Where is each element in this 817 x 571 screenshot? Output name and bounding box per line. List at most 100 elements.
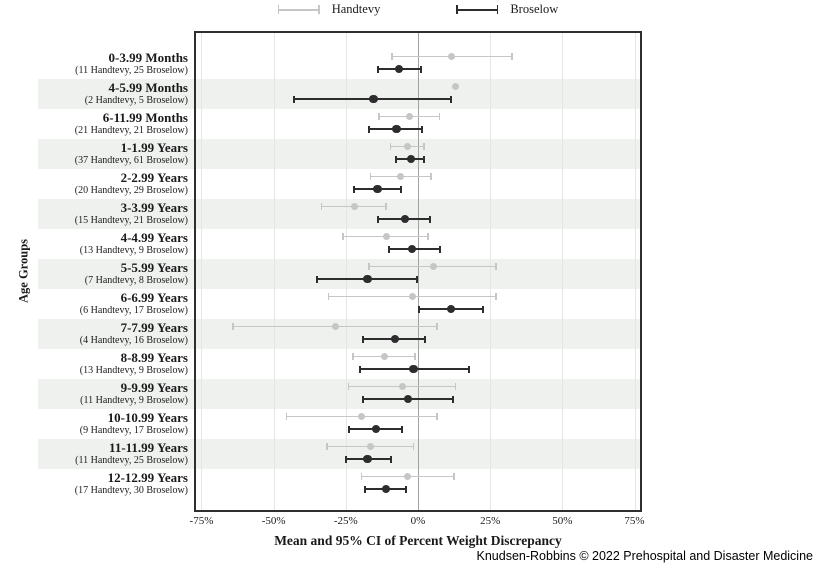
errorbar-cap-handtevy [326,443,328,450]
legend: Handtevy Broselow [196,2,640,17]
errorbar-cap-broselow [428,215,431,223]
errorbar-cap-broselow [415,275,418,283]
x-tick-label: 0% [410,515,426,527]
row-band [38,319,640,349]
mean-dot-broselow [394,64,404,74]
errorbar-cap-broselow [395,155,398,163]
age-group-sublabel: (37 Handtevy, 61 Broselow) [74,155,188,166]
errorbar-cap-handtevy [368,263,370,270]
age-group-label: 9-9.99 Years [120,380,188,395]
mean-dot-handtevy [447,53,455,60]
x-tick-label: 50% [552,515,573,527]
errorbar-cap-handtevy [430,173,432,180]
errorbar-cap-broselow [401,425,404,433]
row-band [38,139,640,169]
age-group-sublabel: (13 Handtevy, 9 Broselow) [79,245,188,256]
age-group-sublabel: (6 Handtevy, 17 Broselow) [79,305,188,316]
errorbar-cap-broselow [362,395,365,403]
age-group-row-label: 8-8.99 Years (13 Handtevy, 9 Broselow) [38,349,188,379]
errorbar-cap-broselow [424,335,427,343]
legend-label-broselow: Broselow [510,2,559,16]
age-group-label: 8-8.99 Years [120,350,188,365]
errorbar-cap-broselow [405,485,408,493]
mean-dot-broselow [403,394,413,404]
errorbar-cap-handtevy [423,143,425,150]
gridline [562,33,564,510]
errorbar-cap-handtevy [391,53,393,60]
mean-dot-handtevy [381,353,389,360]
x-tick-label: -25% [333,515,358,527]
errorbar-cap-broselow [421,125,424,133]
mean-dot-broselow [400,214,410,224]
errorbar-cap-broselow [418,305,421,313]
age-group-label: 10-10.99 Years [107,410,188,425]
errorbar-cap-handtevy [385,203,387,210]
age-group-row-label: 5-5.99 Years (7 Handtevy, 8 Broselow) [38,259,188,289]
age-group-row-label: 1-1.99 Years (37 Handtevy, 61 Broselow) [38,139,188,169]
age-group-label: 7-7.99 Years [120,320,188,335]
x-tick-label: -50% [261,515,286,527]
row-band [38,439,640,469]
age-group-label: 1-1.99 Years [120,140,188,155]
age-group-row-label: 6-6.99 Years (6 Handtevy, 17 Broselow) [38,289,188,319]
age-group-sublabel: (11 Handtevy, 25 Broselow) [75,65,188,76]
age-group-label: 11-11.99 Years [109,440,188,455]
age-group-row-label: 4-5.99 Months (2 Handtevy, 5 Broselow) [38,79,188,109]
errorbar-cap-handtevy [360,473,363,480]
errorbar-cap-broselow [388,245,391,253]
errorbar-cap-broselow [353,185,356,193]
age-group-sublabel: (2 Handtevy, 5 Broselow) [84,95,188,106]
mean-dot-broselow [406,154,416,164]
x-axis-title: Mean and 95% CI of Percent Weight Discre… [274,533,562,548]
errorbar-cap-handtevy [453,473,455,480]
mean-dot-handtevy [350,203,358,210]
age-group-sublabel: (20 Handtevy, 29 Broselow) [74,185,188,196]
age-group-sublabel: (21 Handtevy, 21 Broselow) [74,125,188,136]
mean-dot-broselow [392,124,401,134]
age-group-label: 5-5.99 Years [120,260,188,275]
copyright-text: Knudsen-Robbins © 2022 Prehospital and D… [476,549,814,563]
mean-dot-broselow [373,184,382,194]
errorbar-glyph-icon [277,4,320,15]
age-group-sublabel: (15 Handtevy, 21 Broselow) [74,215,188,226]
row-band [38,79,640,109]
age-group-row-label: 0-3.99 Months (11 Handtevy, 25 Broselow) [38,49,188,79]
gridline [490,33,492,510]
mean-dot-handtevy [452,83,460,90]
errorbar-cap-handtevy [495,263,497,270]
row-band [38,379,640,409]
errorbar-cap-handtevy [352,353,354,360]
mean-dot-broselow [371,424,381,434]
age-group-sublabel: (11 Handtevy, 9 Broselow) [80,395,188,406]
errorbar-cap-handtevy [232,323,234,330]
legend-label-handtevy: Handtevy [331,2,381,16]
errorbar-cap-broselow [419,65,422,73]
age-group-row-label: 12-12.99 Years (17 Handtevy, 30 Broselow) [38,469,188,499]
mean-dot-handtevy [332,323,340,330]
errorbar-cap-broselow [422,155,425,163]
mean-dot-broselow [363,454,372,464]
errorbar-cap-handtevy [495,293,497,300]
age-group-sublabel: (13 Handtevy, 9 Broselow) [79,365,188,376]
x-tick-label: 25% [480,515,501,527]
errorbar-cap-handtevy [378,113,380,120]
age-group-sublabel: (11 Handtevy, 25 Broselow) [75,455,188,466]
legend-item-handtevy: Handtevy [277,2,381,17]
age-group-row-label: 6-11.99 Months (21 Handtevy, 21 Broselow) [38,109,188,139]
errorbar-cap-handtevy [412,443,415,450]
errorbar-cap-handtevy [369,173,372,180]
mean-dot-handtevy [382,233,390,240]
errorbar-cap-handtevy [436,413,438,420]
errorbar-cap-handtevy [427,233,429,240]
mean-dot-broselow [409,364,418,374]
row-band [38,199,640,229]
gridline [345,33,347,510]
age-group-sublabel: (4 Handtevy, 16 Broselow) [79,335,188,346]
mean-dot-broselow [363,274,372,284]
age-group-row-label: 3-3.99 Years (15 Handtevy, 21 Broselow) [38,199,188,229]
age-group-sublabel: (9 Handtevy, 17 Broselow) [79,425,188,436]
age-group-label: 4-4.99 Years [120,230,188,245]
gridline [201,33,203,510]
mean-dot-broselow [369,94,378,104]
